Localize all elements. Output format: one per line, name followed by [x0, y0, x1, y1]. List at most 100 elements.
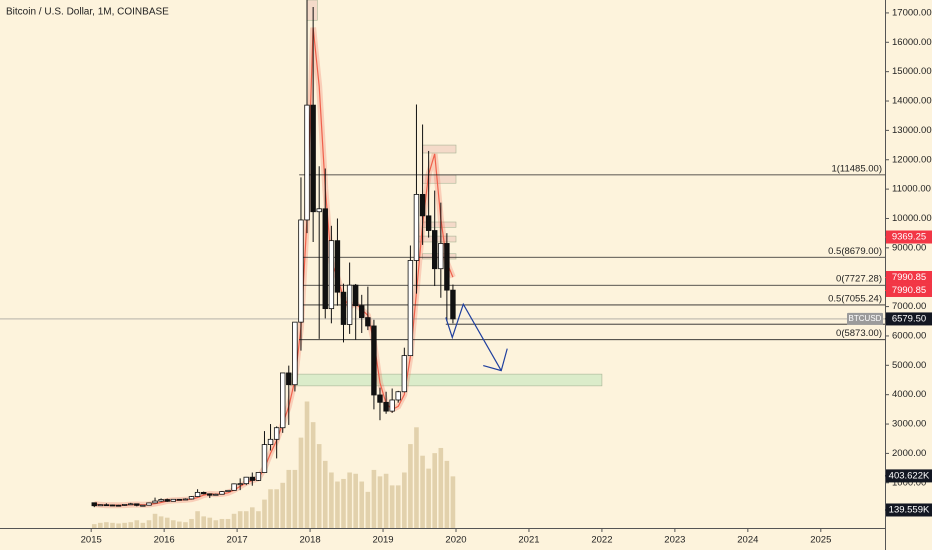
y-tick-label: 11000.00 — [892, 184, 931, 195]
candle-body — [334, 240, 341, 293]
volume-bar — [158, 516, 164, 528]
candle-body — [438, 243, 444, 270]
projection-line — [445, 302, 502, 371]
candle-body — [407, 260, 414, 357]
candle-body — [97, 504, 104, 507]
candle-body — [231, 483, 237, 491]
volume-bar — [256, 511, 261, 528]
projection-arrowhead — [483, 348, 508, 372]
level-label: 0(7727.28) — [836, 274, 882, 285]
level-label: 0(5873.00) — [836, 328, 882, 339]
candle-body — [194, 491, 201, 497]
y-tick-label: 10000.00 — [892, 213, 932, 224]
candle-body — [225, 489, 231, 492]
volume-bar — [316, 444, 322, 528]
candle-body — [346, 284, 353, 325]
volume-bar — [432, 453, 437, 528]
volume-bar — [365, 491, 371, 528]
last-price-tag-box — [886, 312, 932, 326]
candle-body — [292, 321, 298, 386]
volume-bar — [371, 469, 377, 528]
volume-bar — [201, 516, 207, 528]
volume-bar — [207, 517, 213, 528]
candle-body — [371, 325, 377, 396]
volume-bar — [183, 522, 188, 528]
candle-body — [322, 208, 328, 310]
volume-bar — [116, 523, 121, 528]
volume-bar — [268, 489, 273, 528]
y-tick-label: 12000.00 — [892, 154, 932, 165]
candle-body — [419, 194, 426, 217]
candle-body — [176, 498, 183, 501]
volume-bar — [122, 522, 127, 528]
candle-body — [213, 493, 219, 496]
candle-body — [237, 483, 243, 486]
y-tick-label: 5000.00 — [892, 360, 926, 371]
symbol-label: BTCUSD — [849, 314, 882, 323]
candle-body — [316, 208, 322, 213]
y-tick-label: 2000.00 — [892, 448, 926, 459]
zone — [290, 373, 603, 387]
x-tick-label: 2021 — [518, 535, 539, 546]
candle-body — [219, 491, 225, 495]
candle-body — [170, 498, 176, 502]
candle-body — [298, 219, 304, 323]
volume-tag: 403.622K — [889, 470, 930, 481]
volume-bar — [140, 522, 146, 528]
volume-bar — [341, 478, 346, 528]
candle-body — [450, 289, 456, 320]
y-tick-label: 3000.00 — [892, 419, 926, 430]
level-label: 1(11485.00) — [831, 163, 882, 174]
candle-body — [249, 476, 255, 481]
candle-body — [431, 230, 438, 270]
candle-body — [389, 399, 395, 412]
candle-body — [340, 291, 347, 325]
volume-bar — [383, 473, 389, 528]
price-tag: 7990.85 — [892, 272, 926, 283]
x-tick-label: 2022 — [591, 535, 612, 546]
volume-bar — [408, 444, 413, 528]
x-tick-label: 2020 — [445, 535, 466, 546]
volume-bar — [286, 469, 292, 528]
volume-bar — [231, 513, 237, 528]
volume-bar — [213, 520, 219, 528]
volume-bar — [329, 472, 334, 528]
candle-body — [444, 243, 450, 291]
x-tick-label: 2024 — [737, 535, 758, 546]
price-tag-box — [886, 270, 932, 284]
candle-body — [286, 372, 292, 386]
candle-body — [243, 476, 249, 485]
volume-bar — [164, 517, 170, 528]
volume-bar — [395, 485, 401, 528]
volume-bar — [402, 472, 407, 528]
volume-bar — [335, 481, 340, 528]
volume-bar — [243, 511, 249, 528]
candle-body — [273, 427, 280, 440]
volume-bar — [98, 522, 103, 528]
candle-body — [103, 504, 110, 507]
volume-bar — [152, 513, 158, 528]
volume-bar — [414, 427, 419, 528]
y-tick-label: 4000.00 — [892, 389, 926, 400]
volume-bar — [262, 499, 267, 528]
x-tick-label: 2025 — [810, 535, 831, 546]
volume-bar — [359, 481, 365, 528]
candle-body — [146, 502, 152, 506]
candle-body — [207, 493, 213, 496]
candle-body — [128, 503, 134, 506]
candle-body — [304, 104, 310, 221]
volume-bar — [237, 511, 243, 528]
candle-body — [328, 240, 335, 310]
candle-body — [280, 372, 286, 429]
volume-bar — [219, 518, 225, 528]
volume-bar — [249, 507, 255, 528]
price-tag-box — [886, 283, 932, 297]
volume-bar — [322, 460, 328, 528]
volume-bar — [444, 460, 450, 528]
candle-body — [115, 504, 122, 507]
chart-title: Bitcoin / U.S. Dollar, 1M, COINBASE — [6, 7, 169, 18]
volume-bar — [104, 522, 109, 528]
volume-bar — [195, 511, 200, 528]
x-tick-label: 2016 — [154, 535, 175, 546]
